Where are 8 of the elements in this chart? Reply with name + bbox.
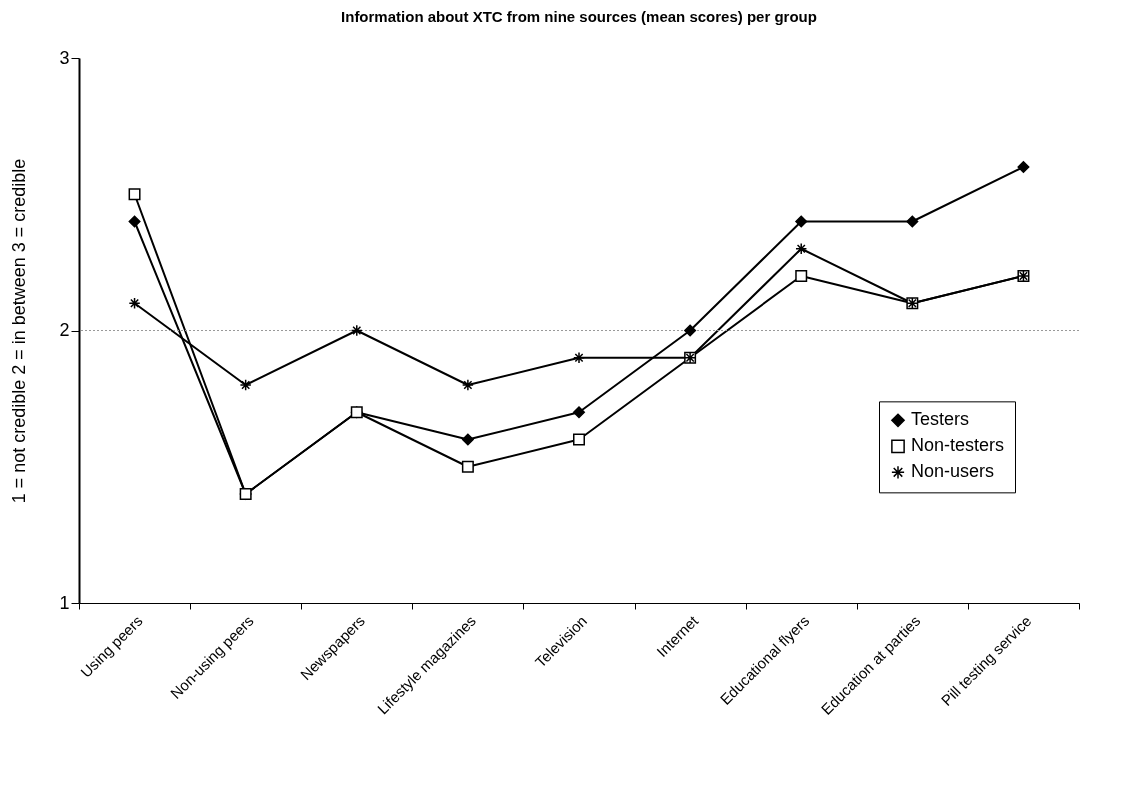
y-tick-label: 2 bbox=[59, 320, 70, 340]
legend-label: Non-testers bbox=[911, 435, 1005, 456]
y-tick-label: 3 bbox=[59, 47, 70, 68]
legend-label: Non-users bbox=[911, 461, 995, 482]
legend-label: Testers bbox=[911, 409, 970, 430]
y-axis-title: 1 = not credible 2 = in between 3 = credible bbox=[9, 158, 30, 504]
y-tick-label: 1 bbox=[59, 592, 70, 613]
chart-title: Information about XTC from nine sources (mean scores) per group bbox=[341, 8, 817, 25]
